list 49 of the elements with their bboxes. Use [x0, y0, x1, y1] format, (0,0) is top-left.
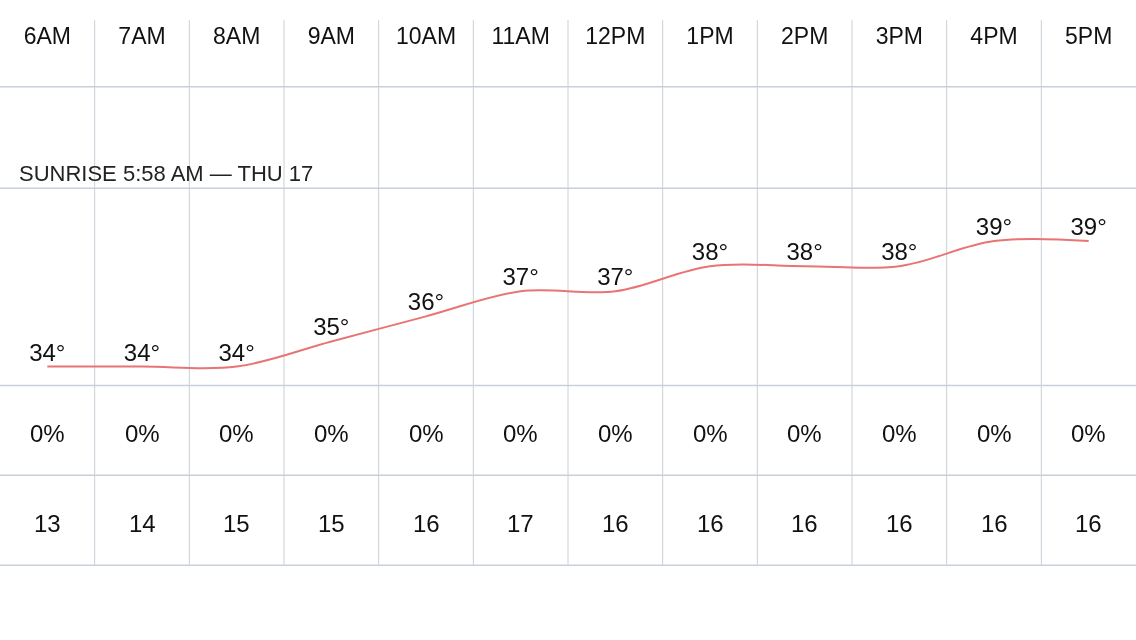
text: 16	[697, 510, 724, 537]
text: 0%	[314, 420, 349, 447]
text: 16	[602, 510, 629, 537]
data-label: 37°	[597, 263, 634, 291]
data-label: 34°	[29, 338, 66, 366]
text: 0%	[977, 420, 1012, 447]
data-label: 39°	[975, 213, 1013, 241]
text: 16	[1075, 510, 1102, 537]
text: 0%	[503, 420, 538, 447]
x-tick-label: 10AM	[395, 23, 457, 50]
text: 0%	[598, 420, 633, 447]
text: 16	[981, 510, 1008, 537]
data-label: 36°	[407, 288, 445, 316]
data-label: 35°	[313, 313, 350, 341]
data-label: 38°	[881, 238, 918, 266]
text: 15	[223, 510, 250, 537]
data-label: 39°	[1070, 213, 1107, 241]
data-label: 34°	[218, 338, 255, 366]
text: 16	[413, 510, 440, 537]
text: 17	[507, 510, 534, 537]
data-label: 34°	[123, 338, 161, 366]
data-label: 38°	[786, 238, 823, 266]
data-label: 37°	[502, 263, 539, 291]
text: 16	[791, 510, 818, 537]
text: 16	[886, 510, 913, 537]
text: 0%	[409, 420, 444, 447]
x-tick-label: 2PM	[781, 23, 829, 50]
data-label: 38°	[691, 238, 729, 266]
x-tick-label: 11AM	[491, 23, 550, 50]
text: SUNRISE 5:58 AM — THU 17	[19, 161, 314, 186]
text: 0%	[219, 420, 254, 447]
text: 0%	[693, 420, 728, 447]
text: 0%	[30, 420, 65, 447]
text: 0%	[1071, 420, 1106, 447]
text: 15	[318, 510, 345, 537]
x-tick-label: 5PM	[1065, 23, 1113, 50]
text: 13	[34, 510, 61, 537]
x-tick-label: 3PM	[875, 23, 923, 50]
text: 0%	[882, 420, 917, 447]
x-tick-label: 6AM	[23, 23, 71, 50]
x-tick-label: 12PM	[585, 23, 646, 50]
x-tick-label: 9AM	[307, 23, 355, 50]
x-tick-label: 8AM	[213, 23, 261, 50]
text: 14	[129, 510, 156, 537]
x-tick-label: 4PM	[970, 23, 1018, 50]
x-tick-label: 7AM	[118, 23, 166, 50]
x-tick-label: 1PM	[686, 23, 734, 50]
text: 0%	[787, 420, 822, 447]
text: 0%	[125, 420, 160, 447]
